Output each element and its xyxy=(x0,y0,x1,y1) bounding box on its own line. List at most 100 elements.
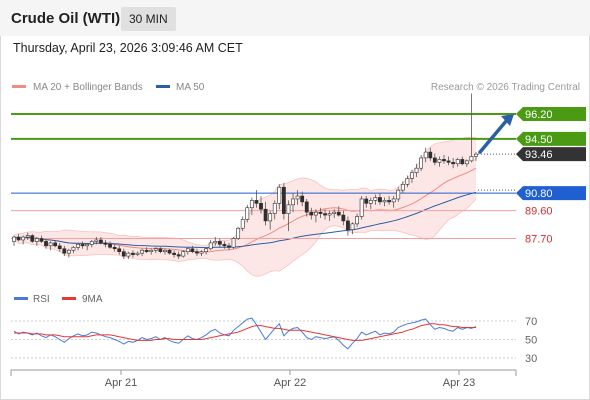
bullish-candle-body xyxy=(149,249,154,252)
bearish-candle-body xyxy=(222,244,227,247)
bullish-candle-body xyxy=(25,235,30,238)
candle xyxy=(34,237,39,246)
rsi-9ma-line xyxy=(14,323,476,341)
timeframe-button[interactable]: 30 MIN xyxy=(121,7,176,31)
bullish-candle-body xyxy=(464,160,469,165)
candle xyxy=(474,152,478,161)
bearish-candle-body xyxy=(259,203,263,210)
candle xyxy=(272,200,277,220)
bullish-candle-body xyxy=(76,244,80,248)
time-axis: Apr 21 Apr 22 Apr 23 xyxy=(10,369,517,389)
bullish-candle-body xyxy=(313,211,318,216)
ma50-legend-label: MA 50 xyxy=(176,82,205,93)
bullish-candle-body xyxy=(204,248,209,252)
bearish-candle-body xyxy=(323,213,327,216)
candle xyxy=(446,156,451,166)
candle xyxy=(405,175,410,188)
candle xyxy=(213,237,218,246)
candle xyxy=(30,234,35,243)
candle xyxy=(172,250,176,258)
candle xyxy=(396,187,401,202)
candle xyxy=(460,156,465,166)
candle xyxy=(387,196,391,205)
ma20-legend-label: MA 20 + Bollinger Bands xyxy=(33,82,143,93)
candle xyxy=(53,239,58,248)
bullish-candle-body xyxy=(199,251,204,254)
candle xyxy=(437,156,442,167)
bearish-candle-body xyxy=(30,235,35,242)
bullish-candle-body xyxy=(382,200,387,203)
bullish-candle-body xyxy=(126,252,131,257)
candle xyxy=(364,196,369,208)
bullish-candle-body xyxy=(359,198,364,217)
forecast-arrow-shaft xyxy=(478,118,509,154)
bearish-candle-body xyxy=(300,195,305,203)
bullish-candle-body xyxy=(163,249,167,252)
bullish-candle-body xyxy=(327,213,332,216)
candle xyxy=(195,248,199,257)
candle xyxy=(62,245,67,257)
bollinger-band-fill xyxy=(14,137,476,277)
candle xyxy=(103,239,108,248)
bullish-candle-body xyxy=(272,203,277,214)
legend-layer: MA 20 + Bollinger Bands MA 50 Research ©… xyxy=(12,82,580,93)
bullish-candle-body xyxy=(474,153,478,157)
bullish-candle-body xyxy=(245,207,250,220)
candle xyxy=(336,206,341,217)
bollinger-upper-line xyxy=(13,136,477,246)
candle xyxy=(12,235,16,246)
bullish-candle-body xyxy=(240,219,245,229)
bearish-candle-body xyxy=(80,244,85,247)
candle xyxy=(382,197,387,207)
bearish-candle-body xyxy=(112,246,117,250)
candle xyxy=(126,251,131,260)
bearish-candle-body xyxy=(195,251,199,254)
support_2-label: 87.70 xyxy=(525,234,553,246)
bearish-candle-body xyxy=(446,160,451,163)
bullish-candle-body xyxy=(85,244,90,247)
candle xyxy=(346,216,350,236)
bullish-candle-body xyxy=(140,249,144,254)
candle xyxy=(419,155,424,172)
bullish-candle-body xyxy=(135,252,140,255)
bearish-candle-body xyxy=(378,197,382,203)
candle xyxy=(163,248,167,255)
candle xyxy=(327,210,332,221)
bearish-candle-body xyxy=(190,248,195,252)
candle xyxy=(428,147,433,161)
candle xyxy=(469,93,474,163)
candle xyxy=(85,242,90,251)
candle xyxy=(167,248,172,255)
rsi-tick-30: 30 xyxy=(525,353,537,365)
bearish-candle-body xyxy=(16,236,21,241)
bullish-candle-body xyxy=(455,159,460,165)
bullish-candle-body xyxy=(368,200,373,204)
candle xyxy=(80,241,85,249)
candle xyxy=(277,184,282,210)
bearish-candle-body xyxy=(167,249,172,254)
bearish-candle-body xyxy=(281,186,286,214)
bullish-candle-body xyxy=(414,167,419,173)
candle xyxy=(176,251,181,260)
candles-layer xyxy=(12,93,514,260)
candle xyxy=(295,190,300,205)
candle xyxy=(190,245,195,254)
bearish-candle-body xyxy=(318,211,323,214)
candle xyxy=(135,251,140,257)
bearish-candle-body xyxy=(176,254,181,257)
candle xyxy=(217,238,222,248)
candle xyxy=(240,216,245,232)
bearish-candle-body xyxy=(227,245,231,248)
ma20-legend-swatch xyxy=(12,85,26,88)
candle xyxy=(112,244,117,252)
pivot-tag xyxy=(516,186,586,201)
bullish-candle-body xyxy=(34,238,39,242)
candle xyxy=(281,182,286,220)
candle xyxy=(318,207,323,218)
candle xyxy=(158,247,163,254)
resistance_1-label: 94.50 xyxy=(525,134,553,146)
bearish-candle-body xyxy=(62,248,67,254)
candle xyxy=(341,210,346,226)
bearish-candle-body xyxy=(117,248,122,252)
